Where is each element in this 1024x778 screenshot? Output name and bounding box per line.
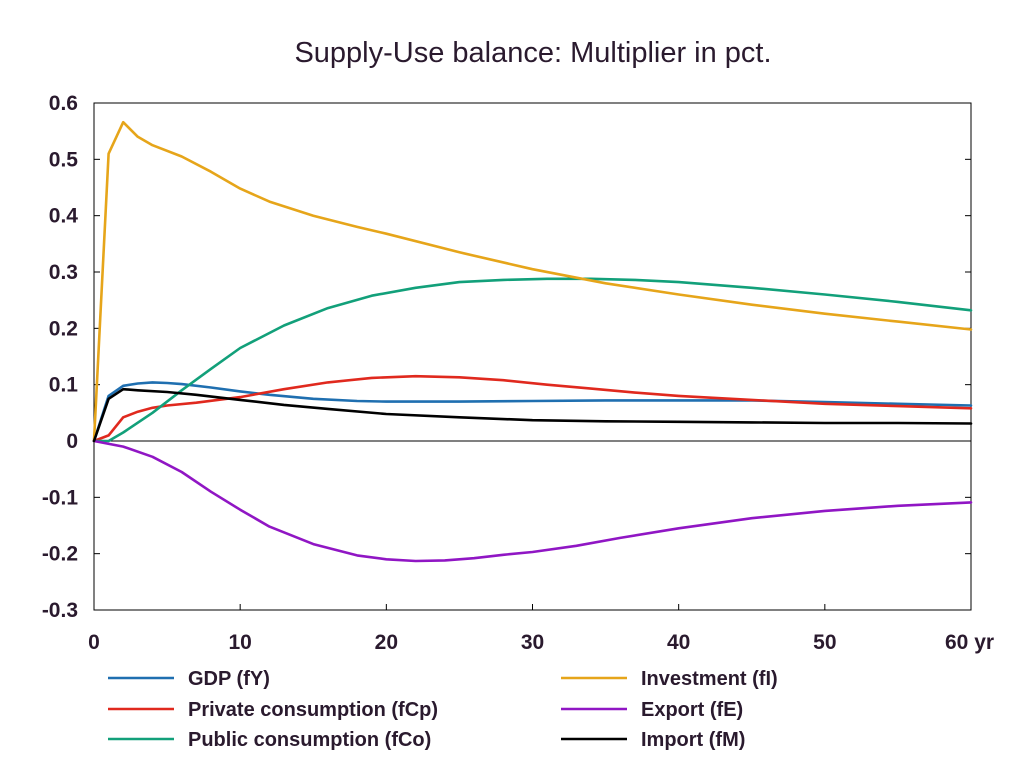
legend: GDP (fY) Private consumption (fCp) Public … [108,668,778,751]
y-tick-label: 0.2 [49,317,78,340]
x-tick-label: 40 [667,631,690,654]
legend-label: Export (fE) [641,699,743,721]
series-line-1 [92,374,973,443]
x-tick-label: 60 yr [945,631,994,654]
x-tick-label: 10 [228,631,251,654]
series-line-2 [92,277,973,443]
legend-label: Import (fM) [641,729,745,751]
y-tick-label: -0.3 [42,599,78,622]
x-tick-label: 30 [521,631,544,654]
y-tick-label: 0 [66,430,78,453]
x-tick-label: 20 [375,631,398,654]
series-line-0 [92,381,973,443]
series-lines [92,120,973,563]
legend-label: GDP (fY) [188,668,270,690]
y-tick-label: 0.6 [49,92,78,115]
y-tick-label: -0.1 [42,486,79,509]
x-tick-label: 0 [88,631,100,654]
legend-label: Private consumption (fCp) [188,699,438,721]
x-tick-label: 50 [813,631,836,654]
legend-label: Public consumption (fCo) [188,729,431,751]
series-line-3 [92,120,973,443]
chart-title: Supply-Use balance: Multiplier in pct. [294,37,771,69]
axes: 0.6 0.5 0.4 0.3 0.2 0.1 0 -0.1 -0.2 -0.3 0 10 20 30 40… [42,92,994,654]
y-tick-label: 0.5 [49,148,79,171]
legend-label: Investment (fI) [641,668,778,690]
y-tick-label: -0.2 [42,543,78,566]
y-tick-label: 0.1 [49,374,79,397]
y-tick-label: 0.4 [49,205,79,228]
y-tick-label: 0.3 [49,261,78,284]
series-line-4 [92,439,973,563]
series-line-5 [92,387,973,443]
